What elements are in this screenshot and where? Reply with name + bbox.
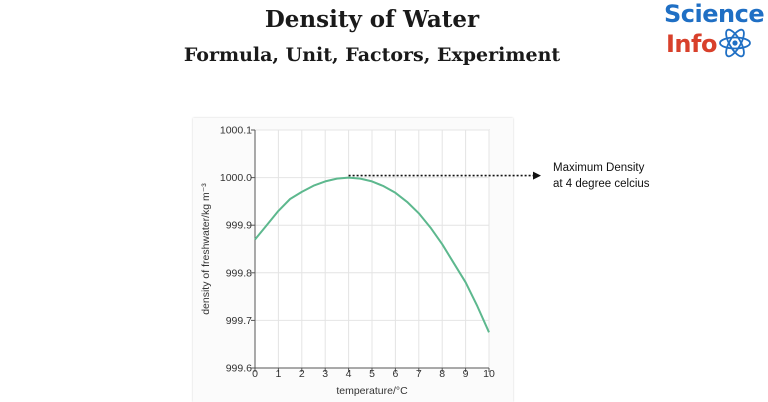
page-subtitle: Formula, Unit, Factors, Experiment (183, 44, 561, 66)
x-tick-label: 5 (369, 368, 375, 380)
logo-text-info: Info (666, 30, 717, 58)
x-tick-label: 9 (463, 368, 469, 380)
y-tick-label: 999.8 (226, 267, 252, 279)
chart-card: 0 1 2 3 4 5 6 7 8 9 10 999.6 999.7 999.8 999.9 1000.0 10… (193, 118, 541, 402)
x-tick-label: 6 (392, 368, 398, 380)
brand-logo: Science Info (664, 0, 768, 58)
x-tick-label: 1 (275, 368, 281, 380)
y-tick-label: 999.9 (226, 220, 252, 232)
y-axis-label: density of freshwater/kg m⁻³ (200, 183, 212, 315)
x-tick-label: 4 (346, 368, 352, 380)
atom-icon (719, 28, 751, 58)
series-line (254, 176, 490, 333)
x-tick-label: 2 (299, 368, 305, 380)
page-title: Density of Water (264, 6, 480, 33)
y-tick-label: 999.7 (226, 315, 252, 327)
x-tick-label: 7 (416, 368, 422, 380)
x-axis-label: temperature/°C (336, 385, 408, 397)
x-tick-label: 3 (322, 368, 328, 380)
logo-text-science: Science (664, 0, 765, 28)
density-chart: 0 1 2 3 4 5 6 7 8 9 10 999.6 999.7 999.8 999.9 1000.0 10… (200, 125, 541, 397)
x-tick-label: 8 (439, 368, 445, 380)
annotation-line-1: Maximum Density (553, 162, 645, 174)
x-tick-label: 0 (252, 368, 258, 380)
y-tick-label: 1000.1 (220, 125, 252, 137)
y-tick-label: 1000.0 (220, 172, 252, 184)
annotation-line-2: at 4 degree celcius (553, 178, 650, 190)
x-tick-label: 10 (483, 368, 495, 380)
max-density-annotation: Maximum Density at 4 degree celcius (553, 160, 650, 192)
y-tick-label: 999.6 (226, 363, 252, 375)
annotation-arrowhead (533, 171, 541, 180)
